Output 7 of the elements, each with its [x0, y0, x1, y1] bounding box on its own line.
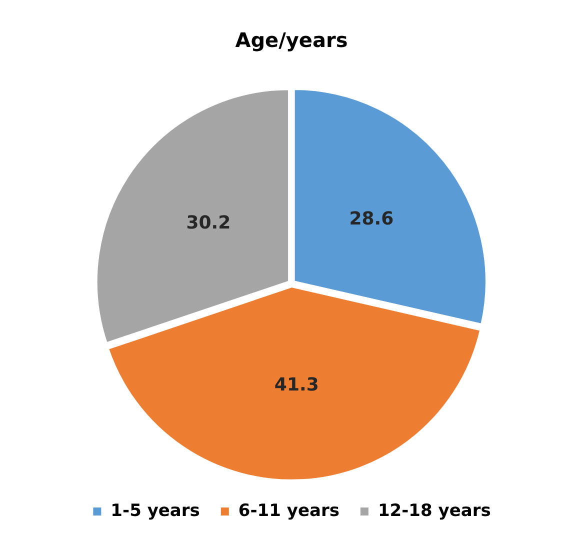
- data-label: 28.6: [349, 208, 394, 230]
- data-label: 41.3: [274, 374, 319, 396]
- legend-label: 6-11 years: [238, 500, 340, 521]
- legend-label: 1-5 years: [110, 500, 200, 521]
- data-label: 30.2: [186, 212, 231, 234]
- legend-label: 12-18 years: [378, 500, 491, 521]
- chart-title: Age/years: [235, 28, 348, 52]
